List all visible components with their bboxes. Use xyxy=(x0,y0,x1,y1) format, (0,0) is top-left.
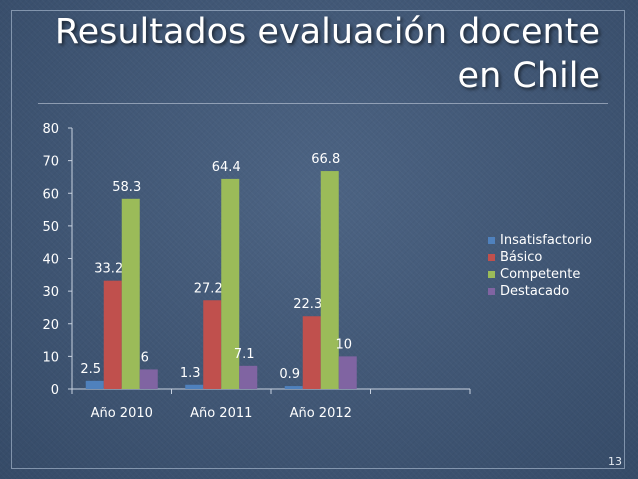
legend-item: Básico xyxy=(488,249,592,266)
bar xyxy=(284,386,303,389)
slide-title-line-2: en Chile xyxy=(457,56,600,96)
data-label: 58.3 xyxy=(112,180,141,195)
title-divider xyxy=(38,103,608,104)
bar xyxy=(302,316,321,389)
bar xyxy=(103,280,122,389)
data-label: 2.5 xyxy=(80,362,101,377)
legend-item: Destacado xyxy=(488,283,592,300)
x-tick-label: Año 2011 xyxy=(190,406,252,421)
legend-swatch xyxy=(488,288,495,295)
slide-frame xyxy=(11,10,625,469)
data-label: 22.3 xyxy=(293,297,322,312)
bar xyxy=(239,365,258,389)
page-number: 13 xyxy=(608,455,622,468)
data-label: 6 xyxy=(141,350,149,365)
bar xyxy=(221,178,240,389)
data-label: 66.8 xyxy=(311,152,340,167)
chart-legend: Insatisfactorio Básico Competente Destacado xyxy=(488,232,592,300)
data-label: 33.2 xyxy=(94,262,123,277)
legend-item: Insatisfactorio xyxy=(488,232,592,249)
slide-title-line-1: Resultados evaluación docente xyxy=(54,12,600,52)
data-label: 27.2 xyxy=(194,281,223,296)
bar xyxy=(85,380,104,389)
legend-label: Insatisfactorio xyxy=(500,233,592,248)
y-tick-label: 50 xyxy=(42,220,59,235)
legend-label: Básico xyxy=(500,250,543,265)
legend-item: Competente xyxy=(488,266,592,283)
data-label: 10 xyxy=(335,337,352,352)
bar xyxy=(338,356,357,389)
data-label: 7.1 xyxy=(234,347,255,362)
legend-swatch xyxy=(488,254,495,261)
data-label: 0.9 xyxy=(279,367,300,382)
legend-label: Competente xyxy=(500,267,581,282)
bar xyxy=(203,300,222,389)
y-tick-label: 30 xyxy=(42,285,59,300)
bar xyxy=(320,171,339,389)
data-label: 1.3 xyxy=(180,366,201,381)
bar xyxy=(139,369,158,389)
y-tick-label: 40 xyxy=(42,253,59,268)
y-tick-label: 0 xyxy=(51,383,59,398)
y-tick-label: 10 xyxy=(42,350,59,365)
x-tick-label: Año 2012 xyxy=(290,406,352,421)
x-tick-label: Año 2010 xyxy=(91,406,153,421)
y-tick-label: 70 xyxy=(42,155,59,170)
data-label: 64.4 xyxy=(212,160,241,175)
bar xyxy=(121,198,140,389)
legend-swatch xyxy=(488,271,495,278)
y-tick-label: 20 xyxy=(42,318,59,333)
y-tick-label: 80 xyxy=(42,122,59,137)
legend-swatch xyxy=(488,237,495,244)
y-tick-label: 60 xyxy=(42,187,59,202)
legend-label: Destacado xyxy=(500,284,570,299)
bar xyxy=(185,384,204,389)
